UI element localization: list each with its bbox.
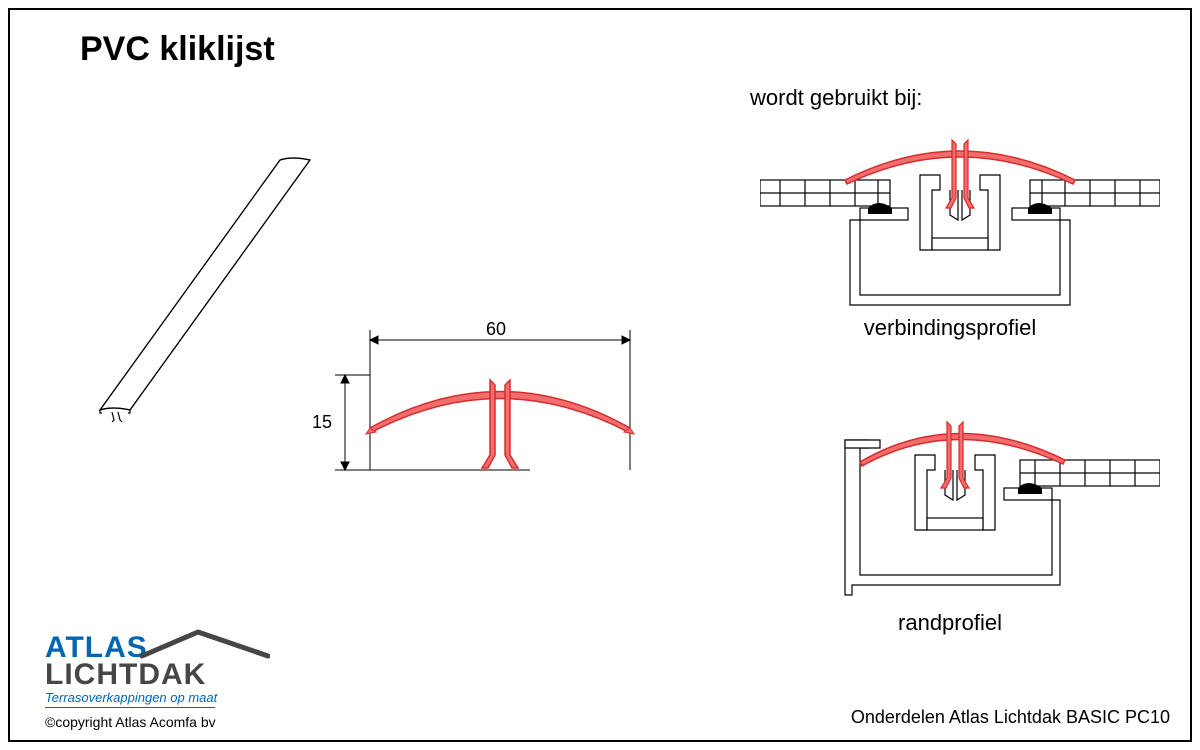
cross-section: 60 15 xyxy=(310,320,660,520)
verbindingsprofiel-diagram xyxy=(760,120,1160,340)
logo-rule xyxy=(45,707,215,708)
logo-tagline: Terrasoverkappingen op maat xyxy=(45,690,285,705)
logo: ATLAS LICHTDAK Terrasoverkappingen op ma… xyxy=(45,634,285,730)
logo-line2: LICHTDAK xyxy=(45,661,285,688)
logo-roof-icon xyxy=(140,626,270,662)
used-at-label: wordt gebruikt bij: xyxy=(750,85,922,111)
isometric-view xyxy=(60,110,340,450)
dim-width: 60 xyxy=(486,320,506,339)
randprofiel-diagram xyxy=(760,400,1160,620)
verbindingsprofiel-label: verbindingsprofiel xyxy=(850,315,1050,341)
profile-shape xyxy=(366,380,634,468)
page-title: PVC kliklijst xyxy=(80,30,275,69)
footer-product-line: Onderdelen Atlas Lichtdak BASIC PC10 xyxy=(851,707,1170,728)
randprofiel-label: randprofiel xyxy=(870,610,1030,636)
logo-copyright: ©copyright Atlas Acomfa bv xyxy=(45,714,285,730)
dim-height: 15 xyxy=(312,412,332,432)
